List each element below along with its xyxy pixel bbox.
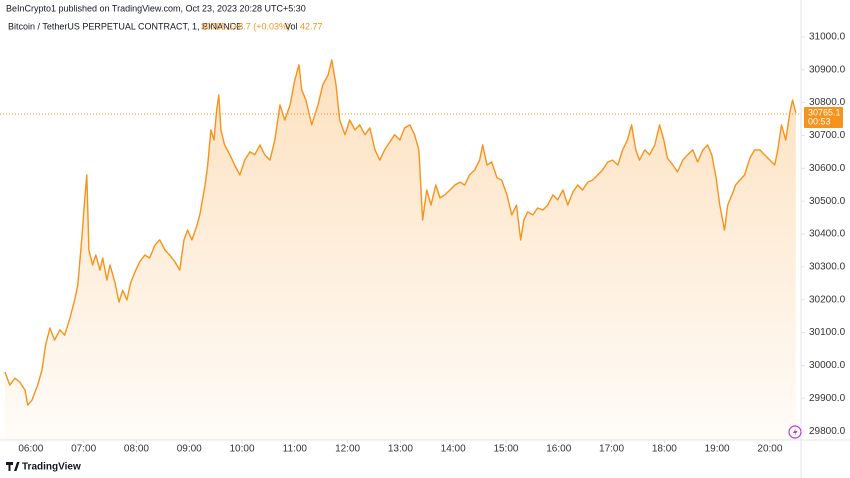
symbol-name: Bitcoin / TetherUS PERPETUAL CONTRACT, 1… — [8, 21, 242, 31]
y-tick-label: 30600.0 — [809, 163, 846, 174]
x-tick-label: 19:00 — [705, 444, 730, 455]
y-tick-label: 29900.0 — [809, 393, 846, 404]
y-tick-label: 30300.0 — [809, 261, 846, 272]
last-price-tag — [804, 107, 843, 129]
y-tick-label: 30900.0 — [809, 64, 846, 75]
x-tick-label: 07:00 — [71, 444, 96, 455]
y-tick-label: 30400.0 — [809, 229, 846, 240]
brand-logo — [6, 462, 20, 471]
y-tick-label: 29800.0 — [809, 426, 846, 437]
last-price-label: 30765.1 — [808, 107, 841, 117]
x-tick-label: 09:00 — [177, 444, 202, 455]
x-tick-label: 13:00 — [388, 444, 413, 455]
x-tick-label: 17:00 — [599, 444, 624, 455]
volume-label: Vol — [285, 21, 298, 31]
volume-value: 42.77 — [300, 21, 323, 31]
brand-name: TradingView — [22, 462, 81, 473]
x-tick-label: 12:00 — [335, 444, 360, 455]
price-change: +8.7 (+0.03%) — [233, 21, 290, 31]
area-fill — [5, 59, 796, 441]
x-tick-label: 18:00 — [652, 444, 677, 455]
y-tick-label: 30500.0 — [809, 196, 846, 207]
x-tick-label: 14:00 — [441, 444, 466, 455]
y-tick-label: 30100.0 — [809, 327, 846, 338]
header-price: 30765.1 — [201, 21, 234, 31]
x-tick-label: 08:00 — [124, 444, 149, 455]
x-tick-label: 20:00 — [757, 444, 782, 455]
countdown-label: 00:53 — [808, 116, 831, 126]
y-tick-label: 30700.0 — [809, 130, 846, 141]
y-tick-label: 30800.0 — [809, 97, 846, 108]
y-tick-label: 31000.0 — [809, 32, 846, 43]
brand: TradingView — [6, 462, 81, 473]
y-tick-label: 30200.0 — [809, 294, 846, 305]
price-line — [4, 59, 797, 406]
x-tick-label: 16:00 — [546, 444, 571, 455]
publisher-line: BeInCrypto1 published on TradingView.com… — [6, 3, 306, 13]
x-tick-label: 06:00 — [18, 444, 43, 455]
x-tick-label: 11:00 — [283, 444, 308, 455]
x-tick-label: 15:00 — [493, 444, 518, 455]
y-tick-label: 30000.0 — [809, 360, 846, 371]
x-tick-label: 10:00 — [230, 444, 255, 455]
